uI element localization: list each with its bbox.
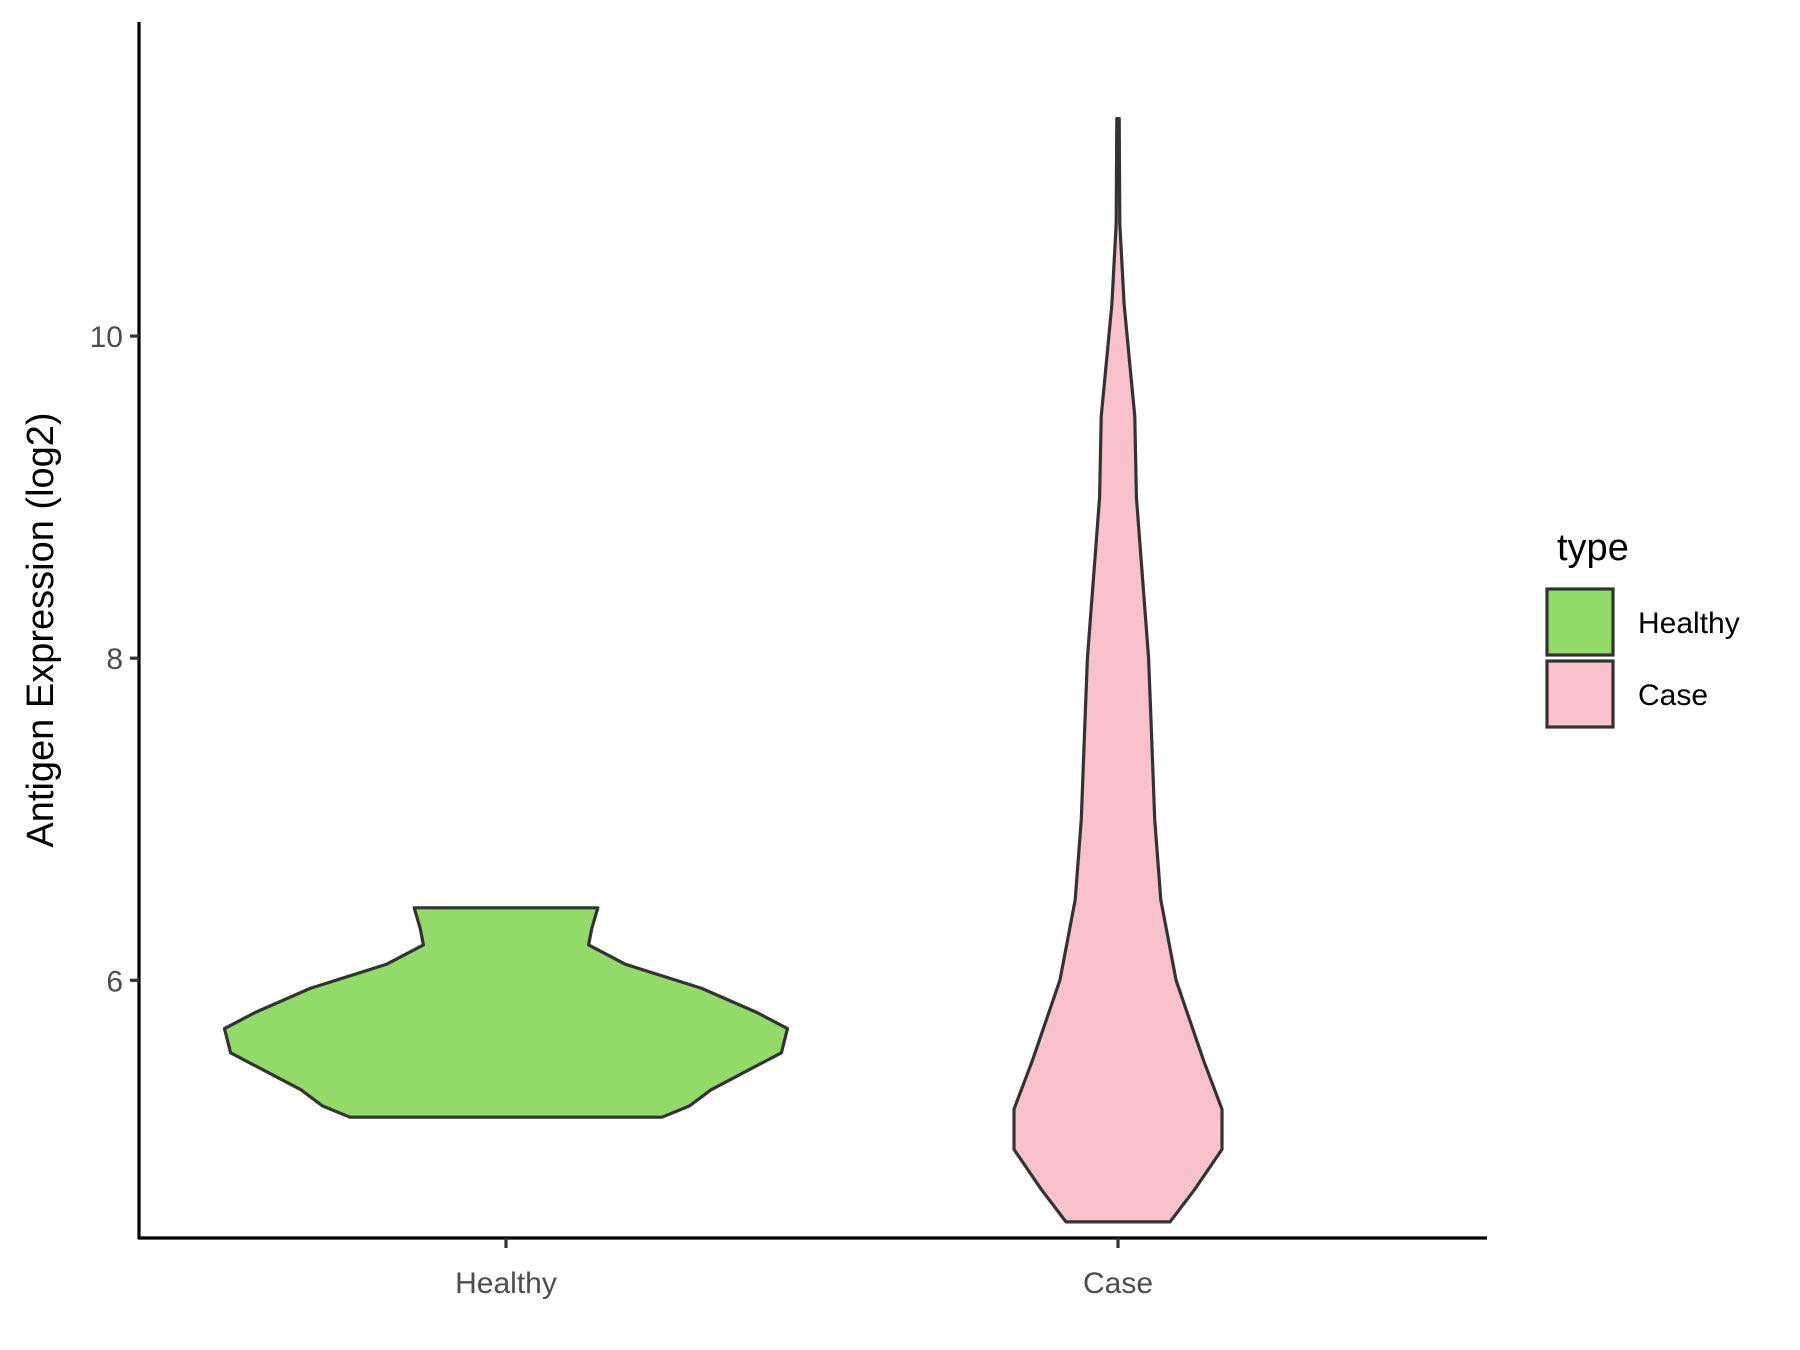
y-tick-label: 10 xyxy=(90,321,123,354)
y-tick-label: 6 xyxy=(106,965,123,998)
legend: type Healthy Case xyxy=(1545,527,1740,729)
legend-label-healthy: Healthy xyxy=(1638,607,1740,640)
legend-label-case: Case xyxy=(1638,679,1708,712)
legend-swatch-case xyxy=(1545,659,1615,729)
legend-swatch-healthy xyxy=(1545,587,1615,657)
violin-case xyxy=(1012,117,1224,1224)
x-tick-label: Healthy xyxy=(455,1267,557,1300)
axes: 6 8 10 Healthy Case xyxy=(90,22,1487,1300)
x-tick-label: Case xyxy=(1083,1267,1153,1300)
legend-title: type xyxy=(1557,527,1629,569)
plot-area xyxy=(222,117,1224,1224)
y-axis-title: Antigen Expression (log2) xyxy=(20,412,62,847)
violin-healthy xyxy=(222,906,790,1119)
y-tick-label: 8 xyxy=(106,643,123,676)
